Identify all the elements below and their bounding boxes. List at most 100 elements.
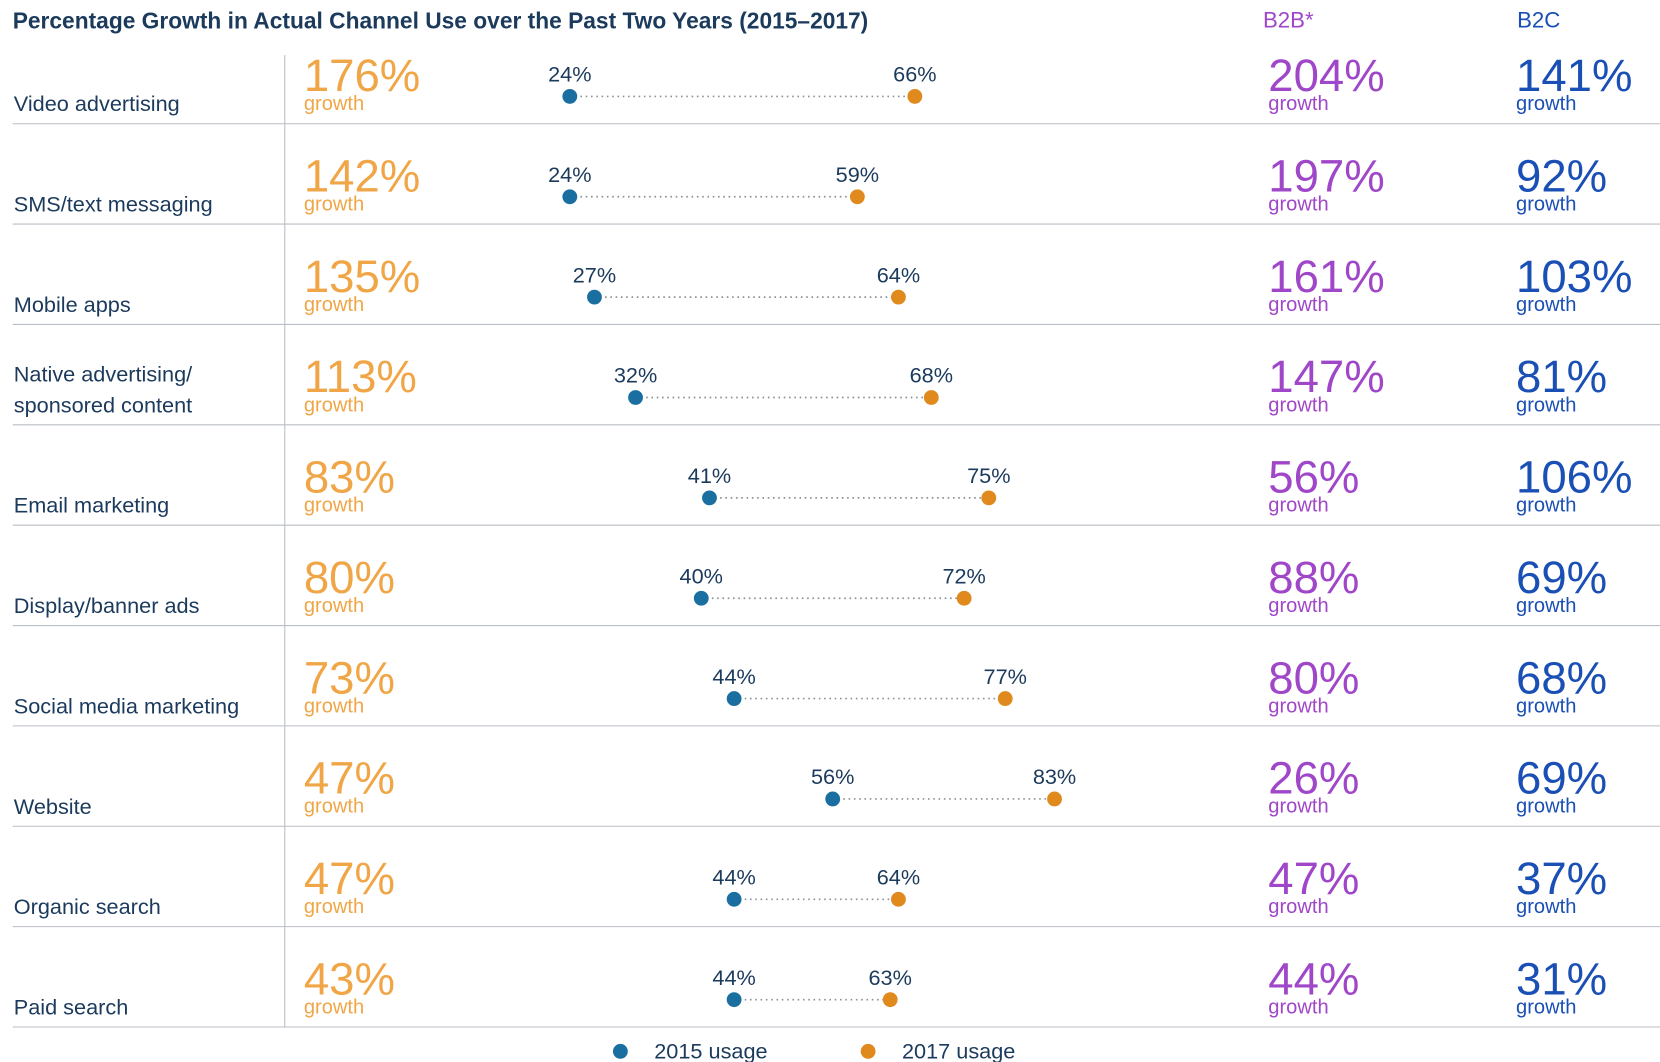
growth-value: 73%	[304, 652, 395, 703]
dot-label: 64%	[877, 262, 920, 287]
growth-word: growth	[1516, 896, 1576, 918]
dot	[849, 189, 865, 205]
dot	[702, 490, 717, 506]
dot-label: 24%	[548, 162, 591, 187]
dot	[981, 490, 997, 506]
growth-word: growth	[304, 695, 364, 717]
dot-label: 24%	[548, 62, 591, 87]
legend-label: 2017 usage	[902, 1039, 1015, 1062]
category-label: Social media marketing	[14, 693, 239, 718]
growth-word: growth	[304, 796, 364, 818]
dot-label: 32%	[614, 363, 657, 388]
growth-value: 47%	[304, 753, 395, 804]
dot-label: 72%	[942, 563, 985, 588]
growth-word: growth	[1268, 294, 1328, 316]
dot	[1047, 791, 1062, 807]
dot-label: 63%	[869, 965, 912, 990]
growth-word: growth	[1268, 495, 1328, 517]
growth-word: growth	[1516, 194, 1576, 216]
category-label: Video advertising	[14, 91, 180, 116]
growth-value: 81%	[1516, 351, 1607, 402]
growth-value: 80%	[304, 552, 395, 603]
growth-value: 176%	[304, 50, 420, 101]
dot-label: 64%	[877, 864, 920, 889]
growth-value: 69%	[1516, 753, 1607, 804]
growth-value: 113%	[304, 351, 417, 402]
category-label: Email marketing	[14, 493, 169, 518]
growth-word: growth	[1516, 93, 1576, 115]
growth-word: growth	[1268, 896, 1328, 918]
dot-label: 44%	[712, 965, 755, 990]
category-label: Mobile apps	[14, 292, 131, 317]
category-label: Paid search	[14, 994, 129, 1019]
dot	[693, 590, 709, 606]
growth-value: 68%	[1516, 652, 1607, 703]
category-label: Organic search	[14, 894, 161, 919]
dot	[891, 289, 906, 305]
growth-value: 83%	[304, 452, 395, 503]
growth-word: growth	[304, 294, 364, 316]
dot	[997, 691, 1013, 706]
growth-word: growth	[1268, 595, 1328, 617]
growth-value: 37%	[1516, 853, 1607, 904]
growth-word: growth	[1268, 796, 1328, 818]
growth-value: 31%	[1516, 953, 1607, 1004]
growth-value: 204%	[1268, 50, 1384, 101]
segment-header: B2B*	[1263, 8, 1314, 33]
dot	[587, 289, 602, 305]
growth-value: 103%	[1516, 251, 1632, 302]
growth-word: growth	[1268, 394, 1328, 416]
growth-word: growth	[304, 194, 364, 216]
growth-word: growth	[304, 595, 364, 617]
dot	[726, 891, 742, 907]
growth-value: 141%	[1516, 50, 1632, 101]
dot	[882, 992, 898, 1008]
dot-label: 27%	[573, 262, 616, 287]
growth-word: growth	[304, 495, 364, 517]
dot	[726, 992, 742, 1008]
growth-value: 147%	[1268, 351, 1384, 402]
dot	[825, 791, 841, 807]
dot-label: 40%	[680, 563, 723, 588]
chart-title: Percentage Growth in Actual Channel Use …	[13, 8, 869, 34]
growth-value: 69%	[1516, 552, 1607, 603]
dot	[956, 590, 972, 606]
growth-word: growth	[1516, 495, 1576, 517]
growth-word: growth	[1516, 394, 1576, 416]
dot-label: 59%	[836, 162, 879, 187]
dot	[562, 89, 578, 104]
dot	[923, 390, 939, 405]
growth-value: 47%	[304, 853, 395, 904]
dot-label: 77%	[984, 664, 1027, 689]
growth-word: growth	[304, 93, 364, 115]
dot-label: 68%	[910, 363, 953, 388]
dot-label: 44%	[712, 664, 755, 689]
growth-value: 161%	[1268, 251, 1384, 302]
growth-word: growth	[304, 996, 364, 1018]
dot-label: 41%	[688, 463, 731, 488]
growth-word: growth	[1516, 595, 1576, 617]
dot	[562, 189, 578, 205]
dot	[726, 691, 742, 706]
growth-word: growth	[1516, 695, 1576, 717]
growth-word: growth	[1516, 796, 1576, 818]
dot	[628, 390, 643, 405]
growth-word: growth	[1268, 695, 1328, 717]
growth-word: growth	[1516, 996, 1576, 1018]
growth-value: 43%	[304, 953, 395, 1004]
dot-label: 56%	[811, 764, 854, 789]
legend-dot	[612, 1043, 628, 1059]
growth-word: growth	[1516, 294, 1576, 316]
growth-value: 106%	[1516, 452, 1632, 503]
dot-label: 44%	[712, 864, 755, 889]
growth-word: growth	[1268, 194, 1328, 216]
legend-dot	[860, 1043, 876, 1059]
growth-value: 92%	[1516, 150, 1607, 201]
growth-value: 26%	[1268, 753, 1359, 804]
segment-header: B2C	[1517, 8, 1560, 33]
growth-value: 88%	[1268, 552, 1359, 603]
dot-label: 75%	[967, 463, 1010, 488]
growth-word: growth	[1268, 996, 1328, 1018]
category-label: Website	[14, 794, 92, 819]
